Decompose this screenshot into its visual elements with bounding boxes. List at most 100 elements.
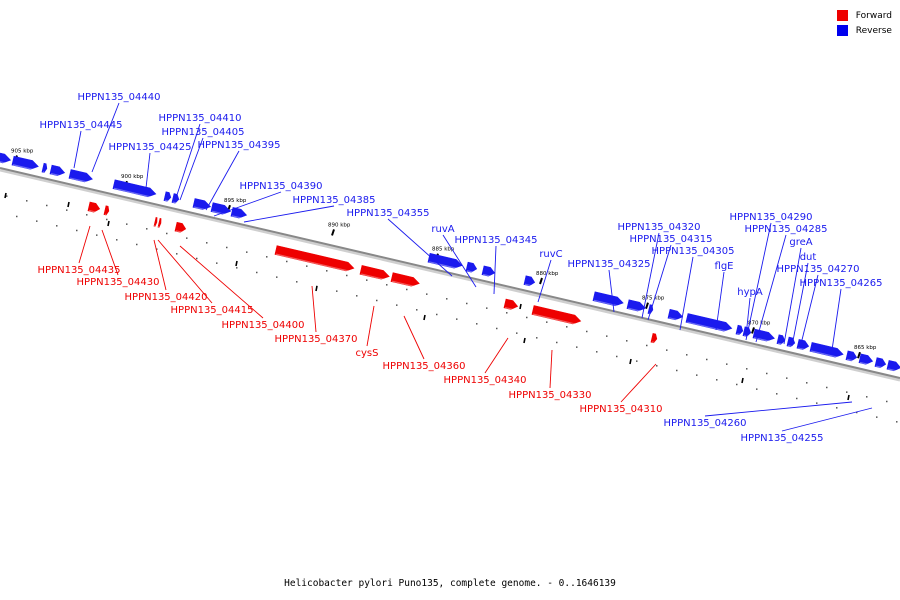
position-dot — [106, 218, 108, 221]
forward-gene-label: cysS — [356, 348, 379, 359]
position-dot — [326, 270, 328, 272]
position-dot — [176, 253, 178, 255]
forward-gene-label: HPPN135_04340 — [444, 375, 527, 386]
reverse-gene — [163, 191, 172, 202]
forward-gene-label: HPPN135_04360 — [383, 361, 466, 372]
feature-mark — [235, 260, 238, 267]
position-dot — [606, 335, 608, 337]
kbp-tick-label: 885 kbp — [432, 247, 455, 253]
reverse-gene — [41, 162, 48, 173]
reverse-gene — [427, 252, 463, 270]
position-dot — [336, 290, 338, 292]
position-dot — [56, 225, 58, 227]
kbp-tick-label: 865 kbp — [854, 345, 877, 351]
reverse-gene — [809, 342, 844, 359]
strand-legend: Forward Reverse — [836, 8, 892, 38]
forward-gene — [174, 221, 187, 233]
kbp-tick-mark — [751, 327, 755, 334]
forward-gene-label: HPPN135_04400 — [222, 320, 305, 331]
kbp-tick-mark — [539, 277, 543, 285]
legend-forward-label: Forward — [855, 10, 892, 21]
genome-caption: Helicobacter pylori Puno135, complete ge… — [284, 578, 616, 589]
position-dot — [346, 274, 348, 277]
reverse-swatch — [836, 25, 848, 36]
reverse-gene — [481, 265, 496, 278]
position-dot — [46, 204, 48, 207]
feature-mark — [315, 285, 318, 292]
callout-line — [620, 363, 657, 403]
position-dot — [126, 223, 128, 225]
kbp-tick-label: 875 kbp — [642, 296, 665, 302]
reverse-gene — [112, 179, 157, 199]
feature-mark — [423, 314, 426, 321]
callout-line — [243, 205, 335, 223]
feature-mark — [847, 394, 850, 401]
callout-line — [311, 285, 317, 333]
position-dot — [16, 215, 18, 218]
position-dot — [286, 260, 288, 263]
callout-line — [101, 229, 119, 276]
reverse-gene-label: HPPN135_04285 — [745, 224, 828, 235]
feature-mark — [67, 201, 70, 208]
callout-line — [157, 239, 213, 304]
callout-line — [647, 244, 672, 321]
position-dot — [86, 214, 88, 216]
forward-gene-label: HPPN135_04310 — [580, 404, 663, 415]
forward-swatch — [836, 10, 848, 21]
kbp-tick-label: 880 kbp — [536, 271, 559, 277]
kbp-tick-mark — [645, 302, 649, 310]
forward-gene — [153, 217, 158, 227]
reverse-gene — [845, 350, 858, 362]
callout-line — [679, 256, 694, 331]
position-dot — [856, 411, 858, 414]
forward-gene-label: HPPN135_04420 — [125, 292, 208, 303]
position-dot — [756, 388, 758, 390]
forward-gene — [157, 217, 162, 228]
reverse-gene-label: HPPN135_04345 — [455, 235, 538, 246]
callout-line — [205, 150, 240, 211]
forward-gene — [103, 205, 110, 216]
position-dot — [256, 271, 258, 274]
reverse-gene-label: HPPN135_04320 — [618, 222, 701, 233]
position-dot — [376, 299, 378, 302]
position-dot — [536, 337, 538, 339]
callout-line — [73, 130, 82, 169]
feature-mark — [107, 220, 110, 227]
position-dot — [626, 340, 628, 342]
kbp-tick-mark — [857, 351, 861, 359]
callout-line — [179, 245, 264, 319]
callout-line — [704, 401, 853, 417]
callout-line — [745, 297, 751, 337]
reverse-gene — [667, 308, 684, 321]
position-dot — [506, 312, 508, 314]
position-dot — [656, 365, 658, 367]
feature-mark — [519, 303, 522, 310]
position-dot — [26, 200, 28, 202]
reverse-gene-label: HPPN135_04410 — [159, 113, 242, 124]
forward-gene — [650, 333, 658, 344]
position-dot — [96, 234, 98, 236]
position-dot — [846, 391, 848, 393]
axis-shadow — [0, 168, 900, 382]
callout-line — [78, 225, 91, 264]
position-dot — [496, 327, 498, 330]
reverse-gene — [796, 339, 810, 351]
callout-line — [745, 222, 772, 341]
callout-line — [641, 232, 660, 319]
reverse-gene — [465, 261, 478, 273]
reverse-gene-label: dut — [800, 252, 817, 263]
position-dot — [116, 239, 118, 241]
callout-line — [403, 315, 425, 360]
reverse-gene-label: HPPN135_04425 — [109, 142, 192, 153]
position-dot — [136, 243, 138, 246]
position-dot — [356, 295, 358, 297]
forward-gene-label: HPPN135_04435 — [38, 265, 121, 276]
position-dot — [646, 344, 648, 347]
reverse-gene-label: HPPN135_04315 — [630, 234, 713, 245]
reverse-gene — [230, 207, 248, 220]
reverse-gene-label: HPPN135_04270 — [777, 264, 860, 275]
callout-line — [549, 349, 553, 389]
position-dot — [736, 383, 738, 386]
